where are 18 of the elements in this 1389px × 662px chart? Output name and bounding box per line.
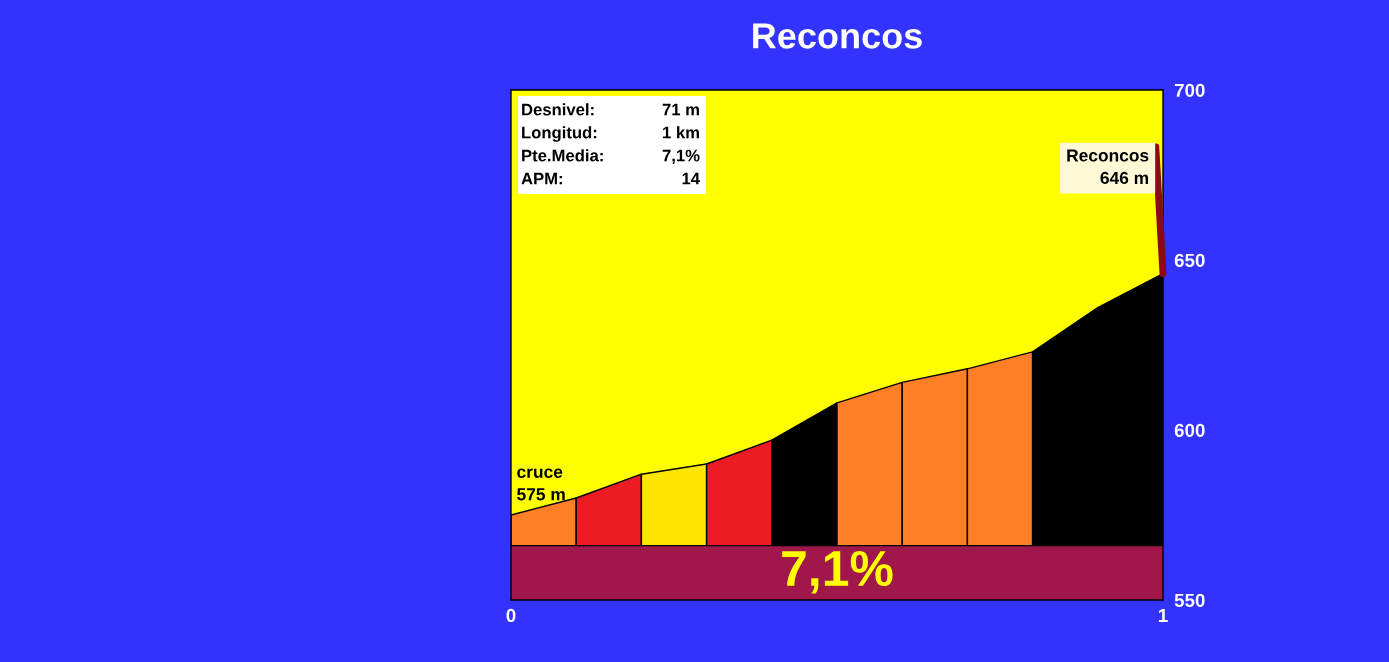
annotation: 1 km <box>663 126 699 139</box>
annotation: Longitud: <box>522 126 597 142</box>
band-label: 7,1% <box>782 550 893 594</box>
annotation: 14 <box>682 172 700 185</box>
annotation: APM: <box>521 172 562 185</box>
y-tick-label: 700 <box>1174 83 1205 97</box>
chart-title: Reconcos <box>753 23 922 49</box>
annotation: Desnivel: <box>522 103 594 116</box>
annotation: cruce 575 m <box>517 468 565 501</box>
y-tick-label: 650 <box>1174 253 1205 267</box>
annotation: Pte.Media: <box>522 149 603 162</box>
y-tick-label: 600 <box>1174 423 1205 437</box>
x-tick-label: 0 <box>506 608 516 623</box>
annotation: 7,1% <box>662 149 700 164</box>
x-tick-label: 1 <box>1158 609 1168 622</box>
annotation: 71 m <box>662 103 699 116</box>
y-tick-label: 550 <box>1174 593 1205 607</box>
annotation: Reconcos 646 m <box>1067 149 1149 185</box>
